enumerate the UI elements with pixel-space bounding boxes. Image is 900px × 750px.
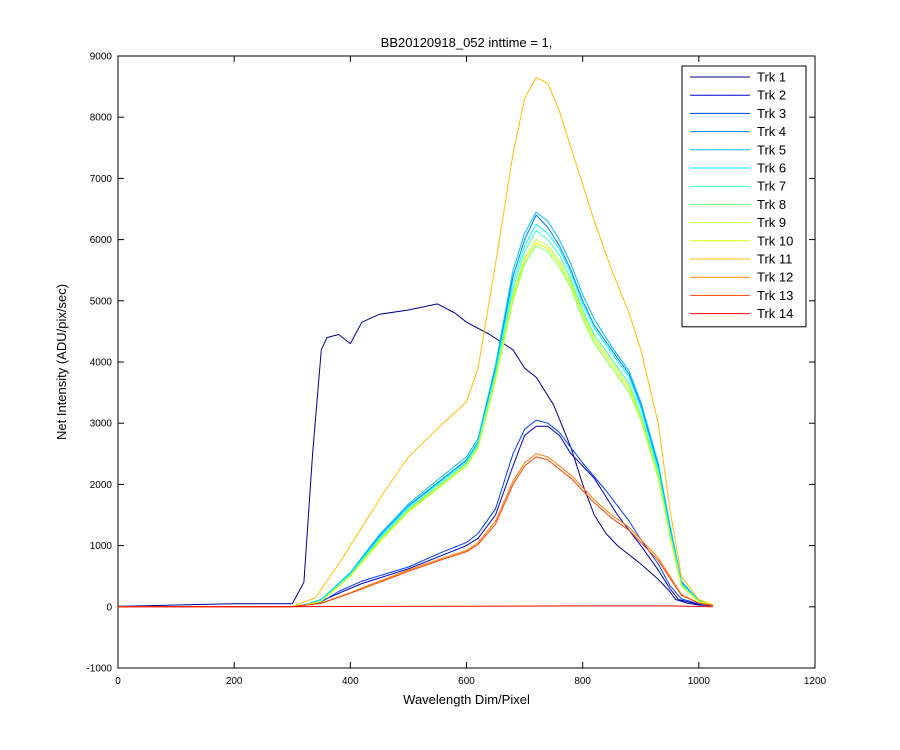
legend-label: Trk 5 — [757, 142, 786, 157]
y-tick-label: 8000 — [90, 113, 113, 124]
x-tick-label: 400 — [342, 676, 359, 687]
series-line-trk-5 — [118, 211, 713, 608]
y-tick-label: -1000 — [86, 664, 112, 675]
x-tick-label: 1200 — [804, 676, 827, 687]
legend-label: Trk 4 — [757, 124, 786, 139]
series-layer — [118, 76, 713, 608]
axis-ticks: 0 200 400 600 800 1000 1200-100001000200030004… — [86, 52, 826, 688]
legend-label: Trk 8 — [757, 197, 786, 212]
series-line-trk-1 — [118, 303, 713, 607]
chart-title: BB20120918_052 inttime = 1, — [381, 35, 553, 50]
x-tick-label: 0 — [115, 676, 121, 687]
y-tick-label: 3000 — [90, 419, 113, 430]
y-axis-label: Net Intensity (ADU/pix/sec) — [54, 284, 69, 440]
y-tick-label: 2000 — [90, 480, 113, 491]
legend-box — [681, 65, 807, 328]
legend-label: Trk 3 — [757, 106, 786, 121]
x-axis-label: Wavelength Dim/Pixel — [403, 692, 530, 707]
legend-label: Trk 12 — [757, 270, 793, 285]
series-line-trk-4 — [118, 214, 713, 608]
y-tick-label: 0 — [106, 602, 112, 613]
series-line-trk-13 — [118, 456, 713, 608]
y-tick-label: 7000 — [90, 174, 113, 185]
legend: Trk 1 Trk 2 Trk 3 Trk 4 Trk 5 Trk 6 Trk 7 Trk 8… — [681, 65, 807, 328]
series-line-trk-14 — [118, 605, 713, 608]
legend-label: Trk 2 — [757, 88, 786, 103]
legend-label: Trk 14 — [757, 306, 793, 321]
legend-label: Trk 10 — [757, 233, 793, 248]
series-line-trk-10 — [118, 242, 713, 608]
x-tick-label: 600 — [458, 676, 475, 687]
series-line-trk-3 — [118, 419, 713, 608]
y-tick-label: 5000 — [90, 296, 113, 307]
legend-label: Trk 1 — [757, 70, 786, 85]
series-line-trk-6 — [118, 223, 713, 608]
y-tick-label: 4000 — [90, 358, 113, 369]
legend-label: Trk 7 — [757, 179, 786, 194]
series-line-trk-9 — [118, 239, 713, 608]
series-line-trk-2 — [118, 425, 713, 608]
x-tick-label: 200 — [226, 676, 243, 687]
y-tick-label: 9000 — [90, 52, 113, 63]
series-line-trk-7 — [118, 229, 713, 608]
x-tick-label: 1000 — [688, 676, 711, 687]
legend-label: Trk 13 — [757, 288, 793, 303]
series-line-trk-12 — [118, 453, 713, 608]
legend-label: Trk 6 — [757, 161, 786, 176]
x-tick-label: 800 — [574, 676, 591, 687]
legend-label: Trk 11 — [757, 252, 792, 267]
y-tick-label: 1000 — [90, 541, 113, 552]
y-tick-label: 6000 — [90, 235, 113, 246]
legend-label: Trk 9 — [757, 215, 786, 230]
series-line-trk-11 — [118, 76, 713, 608]
